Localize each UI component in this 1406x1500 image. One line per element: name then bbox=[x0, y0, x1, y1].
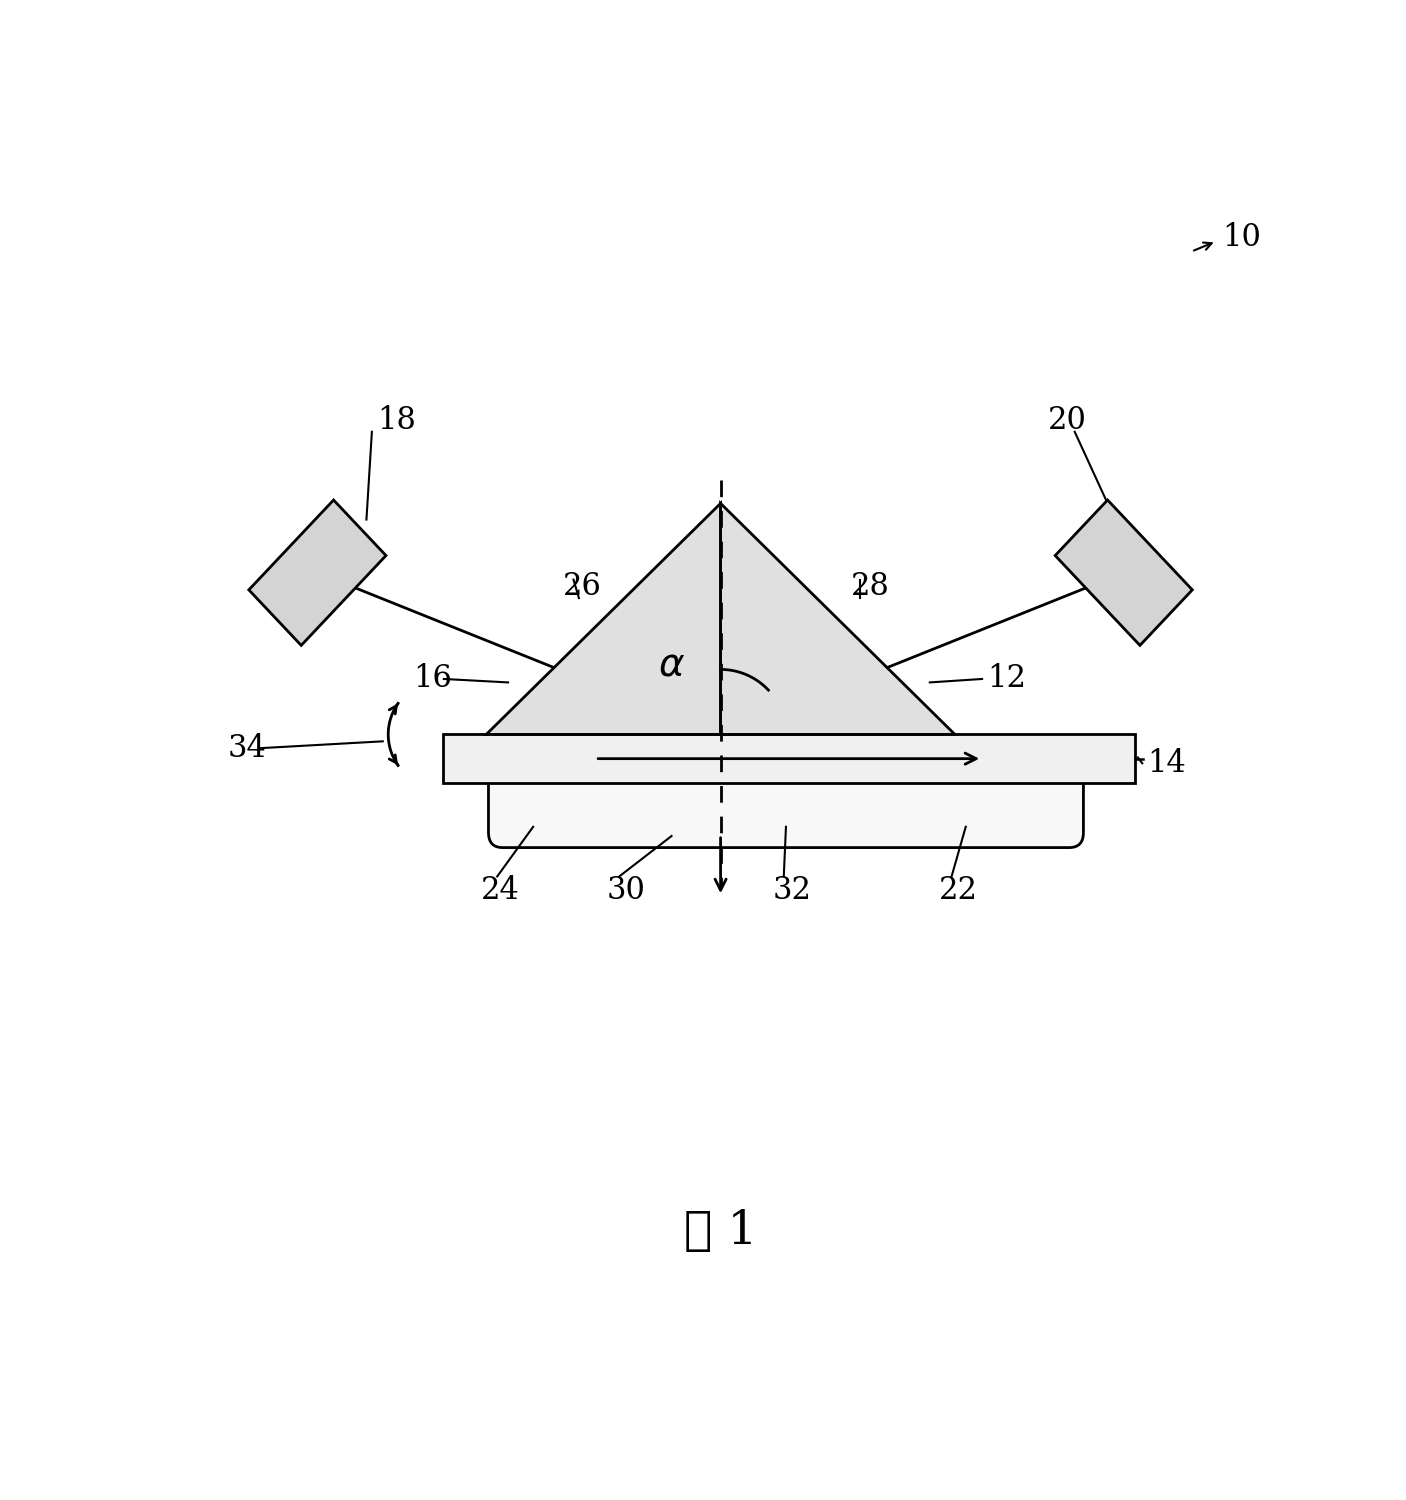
Text: $\alpha$: $\alpha$ bbox=[658, 646, 685, 684]
Polygon shape bbox=[1054, 500, 1192, 645]
Text: 24: 24 bbox=[481, 874, 520, 906]
Text: 14: 14 bbox=[1147, 748, 1187, 778]
Text: 28: 28 bbox=[852, 572, 890, 602]
Text: 26: 26 bbox=[562, 572, 602, 602]
Polygon shape bbox=[486, 504, 721, 735]
Bar bbox=[443, 735, 1135, 783]
Polygon shape bbox=[721, 504, 955, 735]
Text: 18: 18 bbox=[377, 405, 416, 435]
Text: 34: 34 bbox=[228, 734, 267, 764]
FancyBboxPatch shape bbox=[488, 768, 1084, 847]
Text: 16: 16 bbox=[413, 663, 453, 694]
Text: 图 1: 图 1 bbox=[683, 1209, 758, 1254]
Polygon shape bbox=[249, 500, 387, 645]
Text: 30: 30 bbox=[606, 874, 645, 906]
Text: 20: 20 bbox=[1047, 405, 1087, 435]
Text: 22: 22 bbox=[939, 874, 977, 906]
Text: 10: 10 bbox=[1222, 222, 1261, 254]
Text: 32: 32 bbox=[773, 874, 811, 906]
Text: 12: 12 bbox=[987, 663, 1026, 694]
